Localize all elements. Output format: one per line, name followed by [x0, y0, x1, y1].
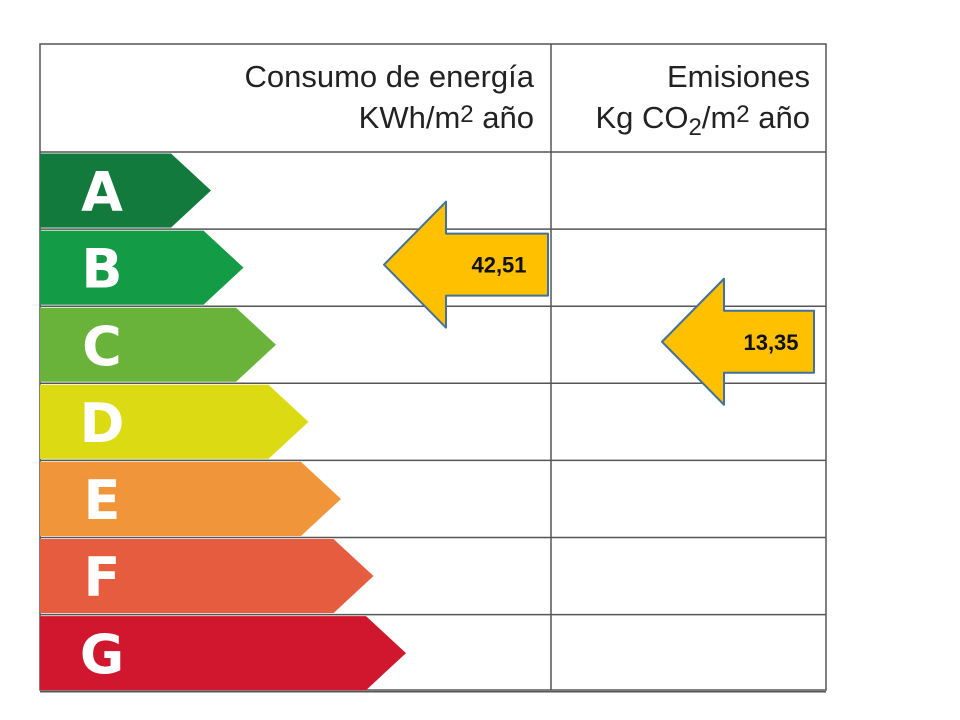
rating-band-b — [40, 230, 244, 305]
emissions-unit-per-area: /m — [701, 100, 737, 135]
emissions-header-unit: Kg CO2/m2 año — [595, 96, 810, 147]
energy-header-unit: KWh/m2 año — [244, 96, 534, 137]
energy-unit-exponent: 2 — [460, 101, 474, 128]
emissions-value: 13,35 — [743, 330, 798, 355]
energy-value: 42,51 — [471, 253, 526, 278]
rating-letter-d: D — [80, 392, 125, 455]
rating-band-d — [40, 384, 309, 459]
rating-band-g — [40, 616, 406, 691]
emissions-header-title: Emisiones — [667, 59, 810, 94]
row-dividers — [40, 151, 826, 693]
emissions-unit-text: Kg CO — [595, 100, 689, 135]
rating-band-f — [40, 539, 374, 614]
rating-band-a — [40, 153, 211, 228]
energy-column-header: Consumo de energía KWh/m2 año — [244, 58, 534, 137]
energy-unit-text: KWh/m — [358, 100, 461, 135]
emissions-unit-year: año — [749, 100, 810, 135]
emissions-unit-exponent: 2 — [736, 101, 750, 128]
rating-letter-e: E — [84, 469, 121, 532]
energy-header-title: Consumo de energía — [244, 59, 534, 94]
rating-band-c — [40, 307, 276, 382]
rating-letter-a: A — [81, 161, 123, 224]
energy-unit-year: año — [473, 100, 534, 135]
rating-letter-g: G — [80, 623, 124, 686]
rating-band-e — [40, 461, 341, 536]
value-indicators: 42,51 13,35 — [383, 200, 815, 406]
rating-letter-b: B — [81, 238, 122, 301]
rating-letter-f: F — [84, 546, 121, 609]
emissions-arrow — [661, 277, 815, 406]
emissions-unit-subscript: 2 — [688, 114, 702, 141]
rating-letter-c: C — [82, 315, 122, 378]
emissions-column-header: Emisiones Kg CO2/m2 año — [595, 58, 810, 147]
energy-arrow — [383, 200, 549, 329]
